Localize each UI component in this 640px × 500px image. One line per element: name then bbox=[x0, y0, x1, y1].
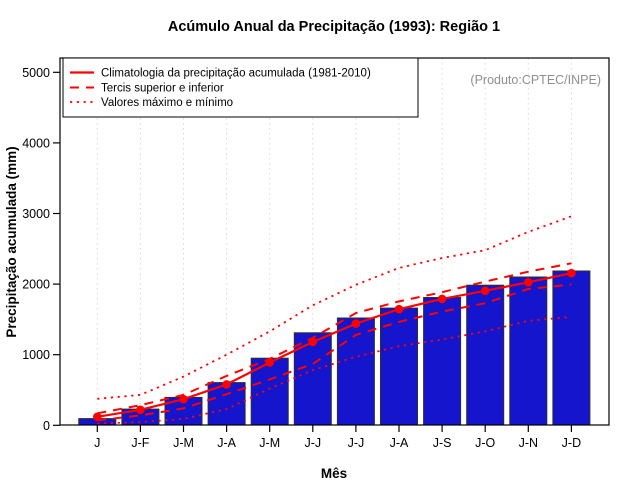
x-tick-label: J-O bbox=[475, 436, 495, 450]
y-tick-label: 5000 bbox=[22, 66, 50, 80]
bar-J-A bbox=[380, 307, 418, 426]
bar-J-N bbox=[509, 276, 548, 426]
x-tick-label: J-N bbox=[519, 436, 538, 450]
x-tick-label: J-A bbox=[390, 436, 409, 450]
legend-item-terciles: Tercis superior e inferior bbox=[101, 83, 224, 95]
axes-layer: 0 1000 2000 3000 4000 5000 J J-F J-M J-A J-M J-J J-J… bbox=[22, 66, 581, 450]
x-axis-label: Mês bbox=[321, 466, 347, 481]
x-tick-label: J-M bbox=[259, 436, 280, 450]
climatology-point bbox=[437, 294, 447, 304]
bar-J-O bbox=[466, 284, 505, 426]
climatology-point bbox=[136, 405, 145, 415]
legend-item-climatology: Climatologia da precipitação acumulada (… bbox=[101, 68, 371, 80]
series-line bbox=[97, 283, 572, 422]
y-tick-label: 3000 bbox=[22, 207, 50, 221]
series-line bbox=[97, 272, 572, 418]
y-tick-label: 4000 bbox=[22, 136, 50, 150]
series-line bbox=[97, 262, 572, 415]
climatology-point bbox=[524, 278, 533, 287]
y-tick-label: 1000 bbox=[22, 348, 50, 362]
climatology-point bbox=[351, 319, 361, 328]
climatology-point bbox=[265, 358, 275, 367]
climatology-point bbox=[179, 394, 188, 404]
climatology-point bbox=[93, 412, 102, 422]
chart-title: Acúmulo Anual da Precipitação (1993): Re… bbox=[168, 19, 500, 35]
climatology-point bbox=[222, 380, 231, 389]
series-line bbox=[97, 215, 572, 400]
climatology-point bbox=[567, 268, 576, 278]
x-tick-label: J-S bbox=[433, 436, 452, 450]
climatology-point bbox=[308, 337, 318, 347]
x-tick-label: J-F bbox=[131, 436, 149, 450]
x-tick-label: J-J bbox=[348, 436, 365, 450]
x-tick-label: J-D bbox=[562, 436, 581, 450]
climatology-point bbox=[480, 286, 490, 296]
y-tick-label: 2000 bbox=[22, 278, 50, 292]
x-tick-label: J bbox=[94, 436, 100, 450]
y-tick-label: 0 bbox=[43, 419, 50, 433]
product-annotation: (Produto:CPTEC/INPE) bbox=[470, 73, 601, 87]
x-tick-label: J-J bbox=[304, 436, 321, 450]
bar-J-J bbox=[293, 332, 332, 426]
x-tick-label: J-M bbox=[173, 436, 194, 450]
series-line bbox=[97, 316, 572, 425]
climatology-point bbox=[394, 304, 404, 314]
bar-J-S bbox=[423, 297, 462, 426]
legend: Climatologia da precipitação acumulada (… bbox=[62, 57, 419, 118]
legend-item-maxmin: Valores máximo e mínimo bbox=[101, 97, 233, 109]
legend-border bbox=[62, 57, 419, 118]
bar-J-D bbox=[552, 270, 591, 426]
red-lines-layer bbox=[93, 215, 576, 425]
y-axis-label: Precipitação acumulada (mm) bbox=[4, 146, 19, 337]
x-tick-label: J-A bbox=[217, 436, 236, 450]
